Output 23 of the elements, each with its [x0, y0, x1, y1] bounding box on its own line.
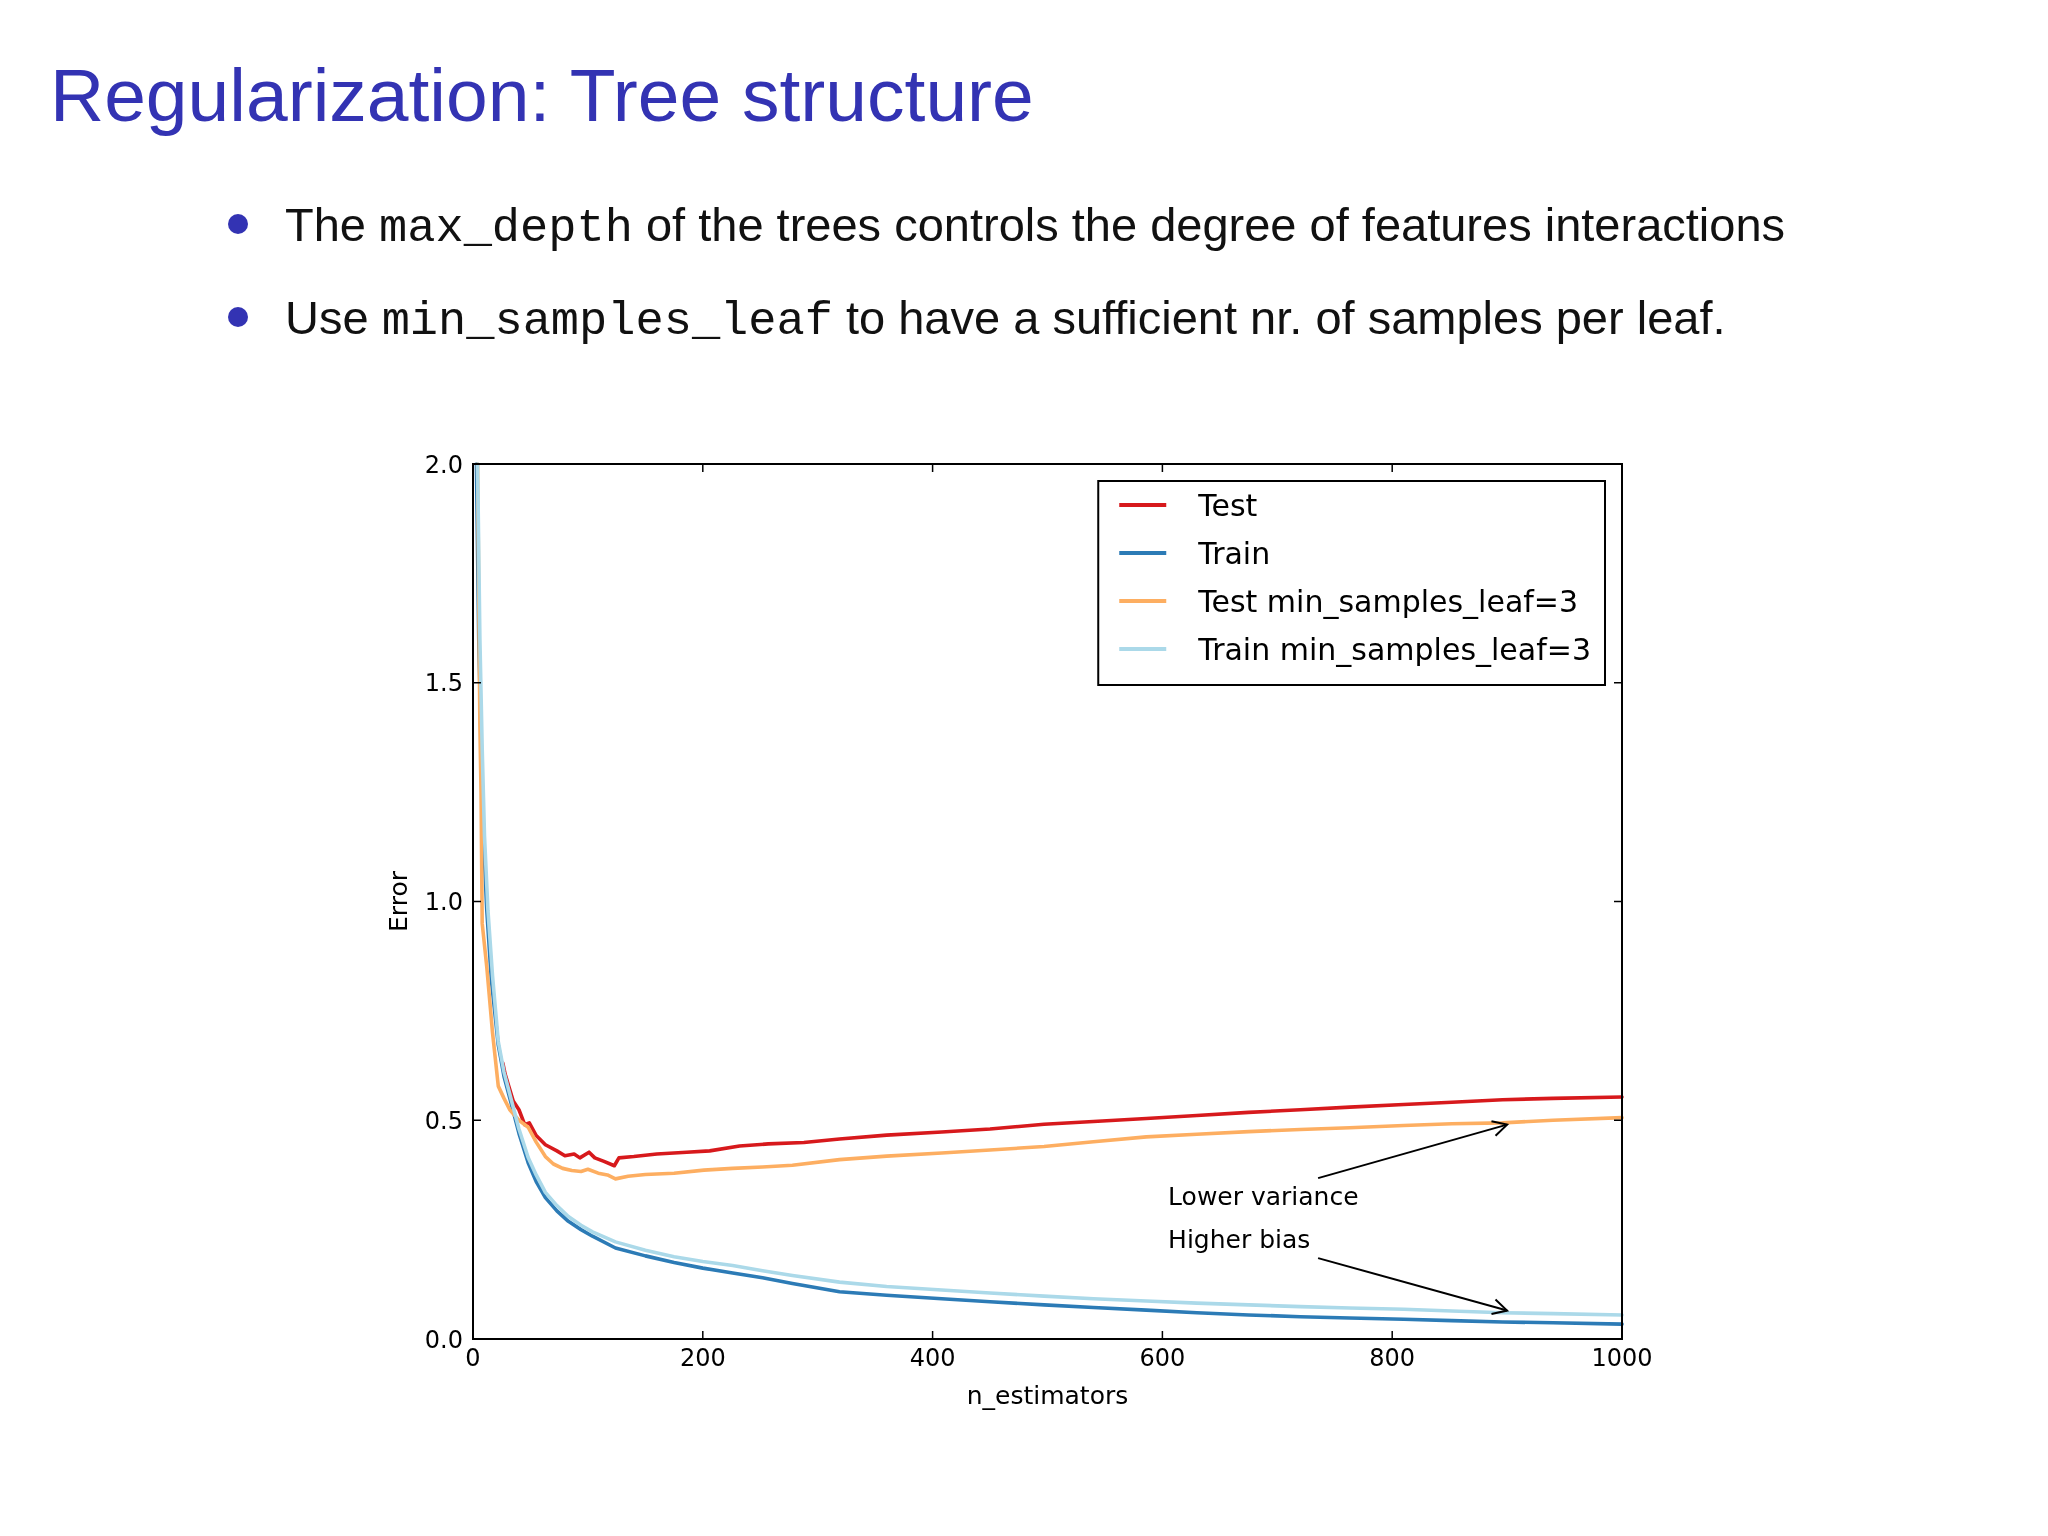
legend-label: Test min_samples_leaf=3 — [1197, 583, 1579, 619]
legend-label: Test — [1197, 487, 1258, 523]
y-tick-label: 1.0 — [424, 888, 463, 916]
annotation: Lower variance — [1168, 1182, 1359, 1212]
y-tick-label: 1.5 — [424, 669, 463, 698]
legend-label: Train min_samples_leaf=3 — [1197, 631, 1592, 667]
y-tick-label: 2.0 — [424, 450, 463, 479]
x-tick-label: 200 — [679, 1344, 726, 1372]
x-tick-label: 600 — [1139, 1344, 1186, 1372]
chart-title: Regularization: Tree structure — [50, 53, 1034, 137]
line-series — [501, 1061, 1624, 1168]
y-tick-label: 0.5 — [424, 1106, 463, 1135]
legend-label: Train — [1197, 535, 1271, 571]
text: Use min_samples_leaf to have a sufficient nr. of samples per leaf. — [285, 291, 1726, 348]
x-tick-label: 800 — [1369, 1344, 1416, 1372]
y-axis-title: Error — [384, 870, 413, 932]
x-tick-label: 1000 — [1591, 1344, 1653, 1372]
x-axis-title: n_estimators — [966, 1381, 1129, 1410]
x-tick-label: 400 — [909, 1344, 956, 1372]
x-tick-label: 0 — [465, 1344, 481, 1372]
y-tick-label: 0.0 — [424, 1325, 463, 1354]
text: The max_depth of the trees controls the degree of features interactions — [285, 198, 1786, 255]
annotation: Higher bias — [1168, 1225, 1311, 1255]
